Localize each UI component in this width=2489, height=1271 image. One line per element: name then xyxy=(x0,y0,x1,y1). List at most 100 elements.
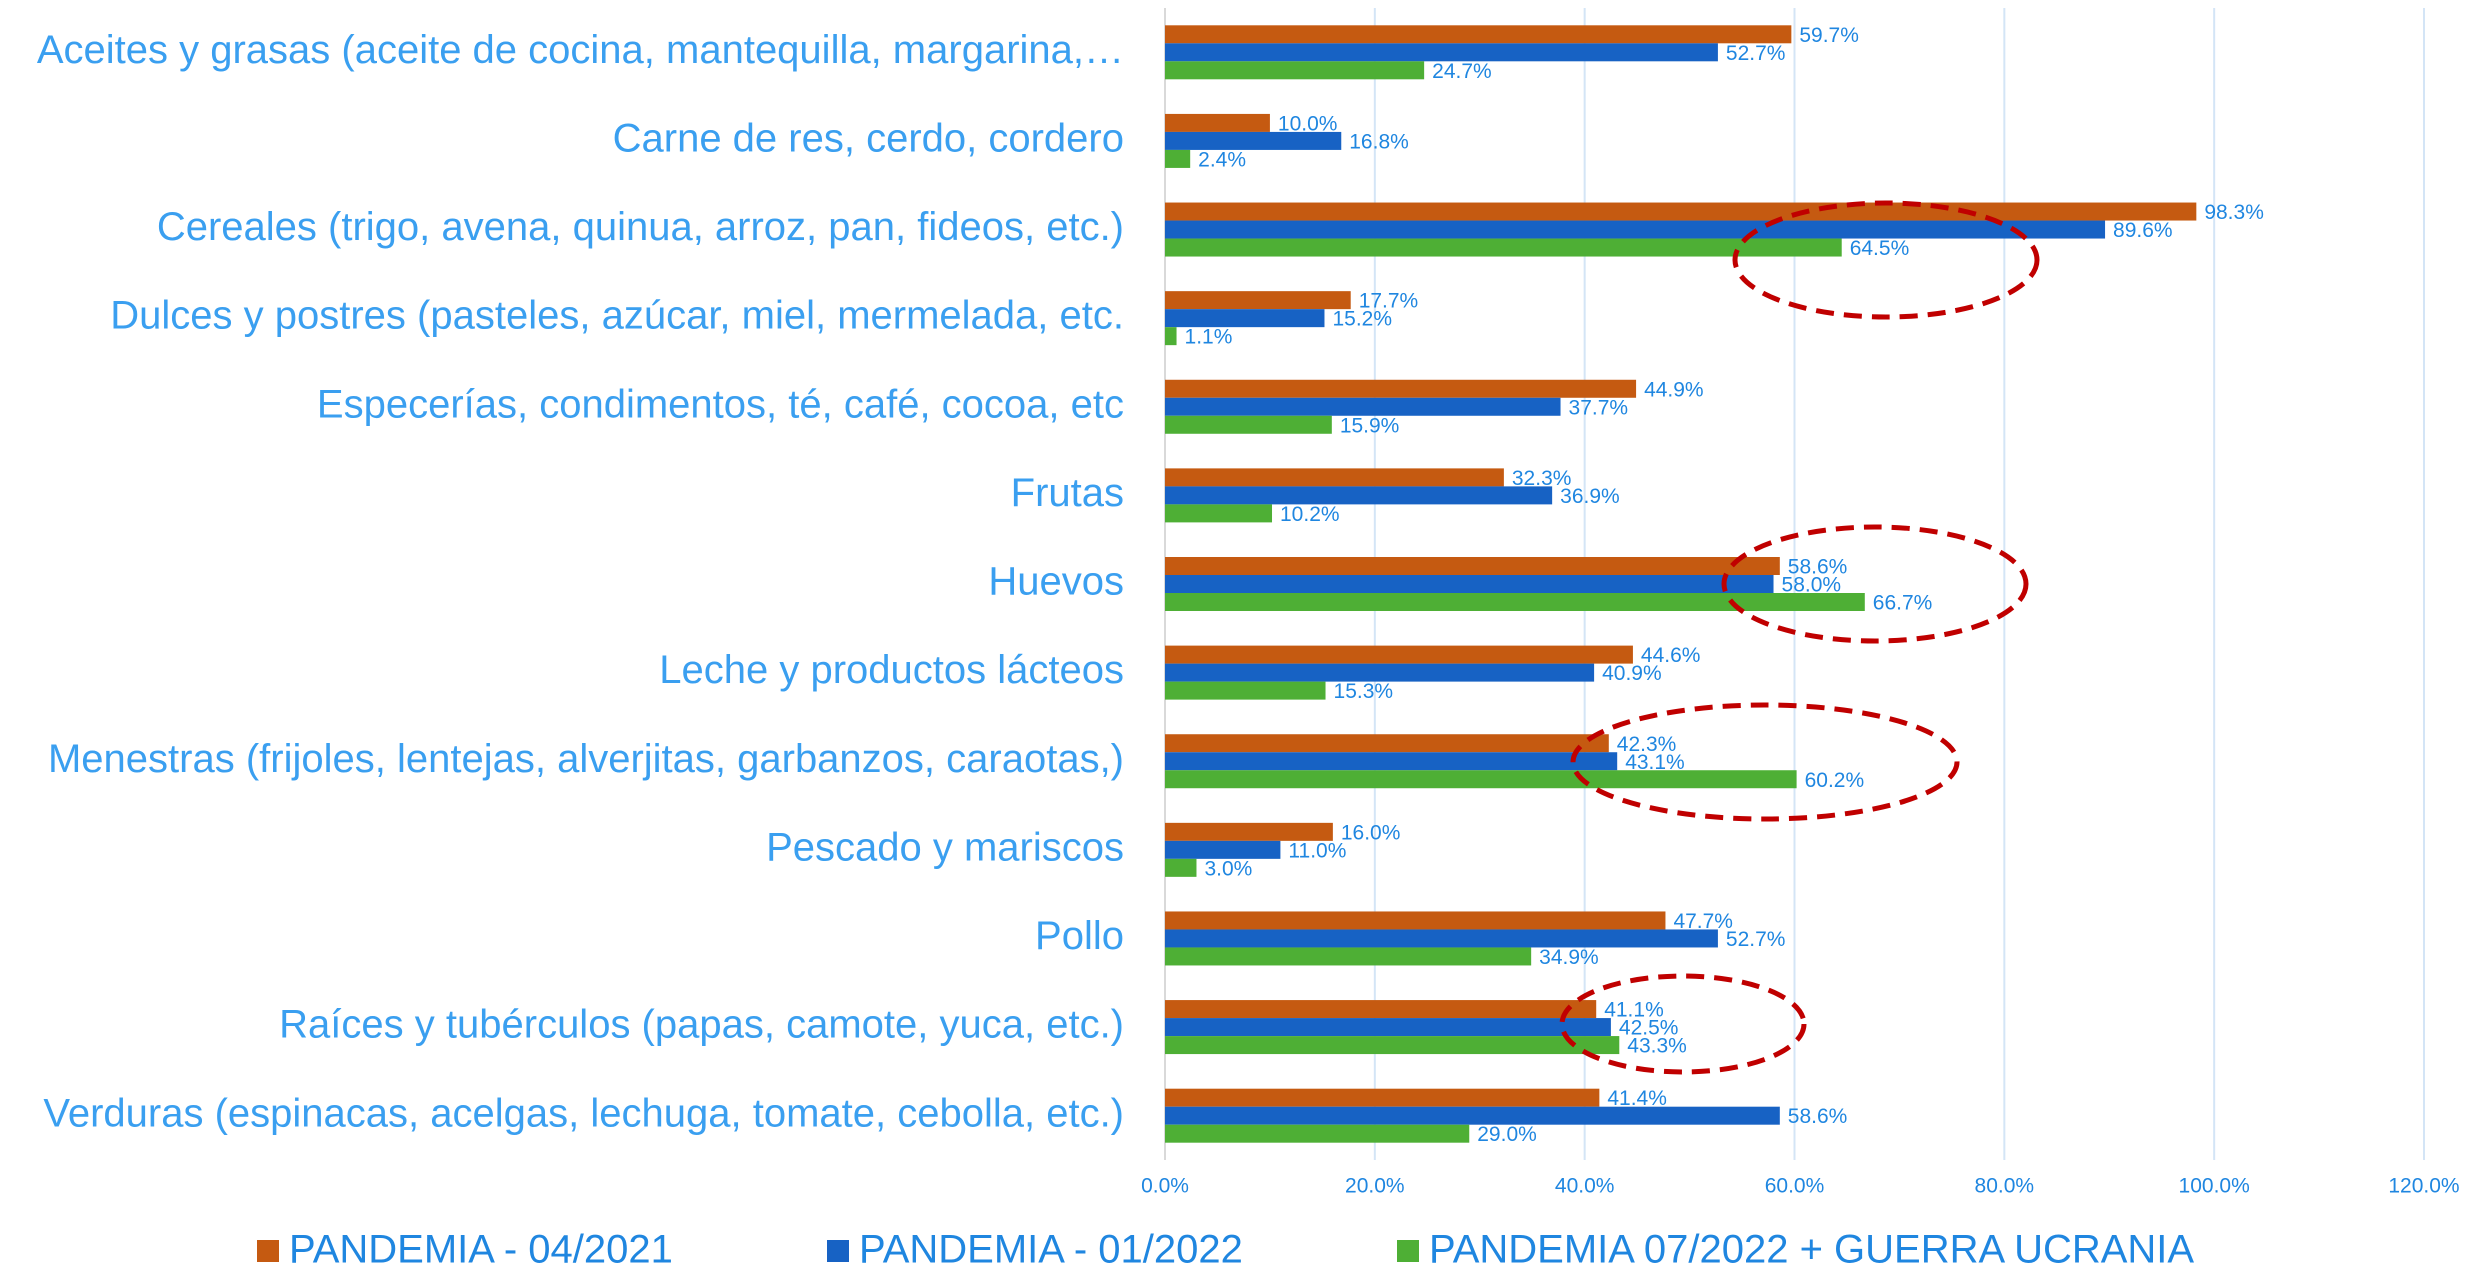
bar xyxy=(1165,113,1270,132)
bar xyxy=(1165,929,1718,948)
value-label: 52.7% xyxy=(1726,42,1786,65)
value-label: 58.0% xyxy=(1782,574,1842,597)
category-label: Aceites y grasas (aceite de cocina, mant… xyxy=(37,28,1124,72)
x-tick-label: 120.0% xyxy=(2388,1175,2459,1198)
value-label: 16.0% xyxy=(1341,821,1401,844)
category-label: Pescado y mariscos xyxy=(766,825,1124,869)
value-label: 1.1% xyxy=(1185,326,1233,349)
bar xyxy=(1165,43,1718,62)
bar xyxy=(1165,1036,1620,1055)
bar xyxy=(1165,327,1177,346)
legend-swatch xyxy=(827,1240,849,1262)
value-label: 98.3% xyxy=(2204,201,2264,224)
value-label: 60.2% xyxy=(1805,769,1865,792)
value-label: 41.4% xyxy=(1607,1087,1667,1110)
bar xyxy=(1165,734,1609,753)
value-label: 89.6% xyxy=(2113,219,2173,242)
value-label: 59.7% xyxy=(1799,24,1859,47)
bar xyxy=(1165,1018,1611,1037)
bar xyxy=(1165,858,1197,877)
value-label: 10.2% xyxy=(1280,503,1340,526)
bar xyxy=(1165,415,1332,434)
value-label: 43.3% xyxy=(1627,1035,1687,1058)
legend-label: PANDEMIA 07/2022 + GUERRA UCRANIA xyxy=(1429,1228,2194,1271)
bar xyxy=(1165,504,1273,523)
value-label: 2.4% xyxy=(1198,148,1246,171)
value-label: 32.3% xyxy=(1512,467,1572,490)
bar xyxy=(1165,309,1325,328)
highlight-ellipse xyxy=(1559,973,1807,1075)
legend-swatch xyxy=(257,1240,279,1262)
category-label: Pollo xyxy=(1035,914,1124,958)
category-label: Dulces y postres (pasteles, azúcar, miel… xyxy=(110,294,1124,338)
category-label: Carne de res, cerdo, cordero xyxy=(613,116,1124,160)
category-label: Huevos xyxy=(988,560,1124,604)
legend-label: PANDEMIA - 01/2022 xyxy=(859,1228,1243,1271)
value-label: 47.7% xyxy=(1673,910,1733,933)
bar xyxy=(1165,822,1333,841)
bar xyxy=(1165,1106,1780,1125)
bar xyxy=(1165,681,1326,700)
value-label: 40.9% xyxy=(1602,662,1662,685)
bar xyxy=(1165,840,1281,859)
value-label: 66.7% xyxy=(1873,592,1933,615)
bar xyxy=(1165,1124,1470,1143)
bar xyxy=(1165,770,1797,789)
bar xyxy=(1165,947,1532,966)
value-label: 58.6% xyxy=(1788,556,1848,579)
bar xyxy=(1165,575,1774,593)
value-label: 58.6% xyxy=(1788,1105,1848,1128)
value-label: 37.7% xyxy=(1569,396,1629,419)
value-label: 44.6% xyxy=(1641,644,1701,667)
value-label: 3.0% xyxy=(1204,857,1252,880)
legend-swatch xyxy=(1397,1240,1419,1262)
value-label: 10.0% xyxy=(1278,112,1338,135)
value-label: 42.5% xyxy=(1619,1017,1679,1040)
bar xyxy=(1165,557,1780,575)
bar xyxy=(1165,911,1666,930)
value-label: 15.3% xyxy=(1334,680,1394,703)
value-label: 15.2% xyxy=(1332,308,1392,331)
bar xyxy=(1165,486,1553,505)
bar xyxy=(1165,752,1618,771)
value-label: 15.9% xyxy=(1340,414,1400,437)
bar xyxy=(1165,397,1561,416)
bar xyxy=(1165,291,1351,310)
category-label: Menestras (frijoles, lentejas, alverjita… xyxy=(48,737,1124,781)
bar xyxy=(1165,379,1637,398)
bar xyxy=(1165,1088,1600,1107)
legend-label: PANDEMIA - 04/2021 xyxy=(289,1228,673,1271)
x-tick-label: 80.0% xyxy=(1975,1175,2035,1198)
value-label: 34.9% xyxy=(1539,946,1599,969)
x-tick-label: 0.0% xyxy=(1141,1175,1189,1198)
category-label: Frutas xyxy=(1011,471,1124,515)
bar xyxy=(1165,663,1595,682)
value-label: 36.9% xyxy=(1560,485,1620,508)
highlight-ellipse xyxy=(1721,524,2029,644)
x-tick-label: 100.0% xyxy=(2179,1175,2250,1198)
category-label: Verduras (espinacas, acelgas, lechuga, t… xyxy=(43,1091,1124,1135)
value-label: 44.9% xyxy=(1644,378,1704,401)
bar xyxy=(1165,25,1792,44)
x-tick-label: 60.0% xyxy=(1765,1175,1825,1198)
value-label: 11.0% xyxy=(1288,839,1346,862)
category-label: Leche y productos lácteos xyxy=(659,648,1124,692)
value-label: 52.7% xyxy=(1726,928,1786,951)
category-label: Cereales (trigo, avena, quinua, arroz, p… xyxy=(157,205,1124,249)
bar xyxy=(1165,645,1633,664)
value-label: 17.7% xyxy=(1359,290,1419,313)
highlight-ellipse xyxy=(1570,702,1960,822)
bar xyxy=(1165,61,1425,80)
bar xyxy=(1165,149,1191,168)
value-label: 64.5% xyxy=(1850,237,1910,260)
category-label: Especerías, condimentos, té, café, cocoa… xyxy=(317,382,1124,426)
value-label: 24.7% xyxy=(1432,60,1492,83)
value-label: 29.0% xyxy=(1477,1123,1537,1146)
value-label: 16.8% xyxy=(1349,130,1409,153)
bar xyxy=(1165,468,1504,487)
annotations xyxy=(1559,200,2040,1075)
bar xyxy=(1165,1000,1597,1019)
x-tick-label: 20.0% xyxy=(1345,1175,1405,1198)
bar xyxy=(1165,131,1342,150)
